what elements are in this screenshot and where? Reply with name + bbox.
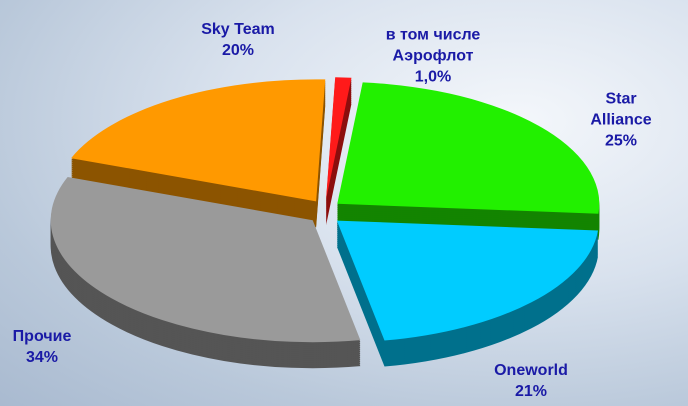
value-label: 20% [221,42,255,59]
slice-label: Star Alliance 25% [588,89,655,152]
slice-side [326,95,352,218]
slice [50,177,361,343]
slice [326,77,352,200]
value-label: 1,0% [414,68,452,86]
slice [336,220,599,341]
slice-side [326,103,352,226]
slice-side [326,87,352,210]
slice-label: Oneworld 21% [494,360,568,402]
slice-label: Sky Team 20% [201,19,275,61]
slice-side [326,83,352,206]
slice [71,79,326,202]
slice-label: в том числе Аэрофлот 1,0% [373,25,493,88]
category-name: Oneworld [494,362,568,379]
slice-side [326,91,352,214]
category-name: Star Alliance [590,90,652,129]
slice-label: Прочие 34% [13,326,72,368]
slice-side [326,99,352,222]
category-name: Sky Team [201,21,275,38]
category-name: в том числе Аэрофлот [385,26,481,65]
slice-side [326,89,352,212]
slice-side [326,97,352,220]
value-label: 34% [25,349,59,366]
category-name: Прочие [12,328,72,345]
slice-side [326,101,352,224]
slice-side [326,81,352,204]
slice-side [326,85,352,208]
slice-side [326,79,352,202]
slice [337,82,600,214]
slice-side [326,93,352,216]
value-label: 25% [604,132,638,150]
value-label: 21% [514,383,548,400]
